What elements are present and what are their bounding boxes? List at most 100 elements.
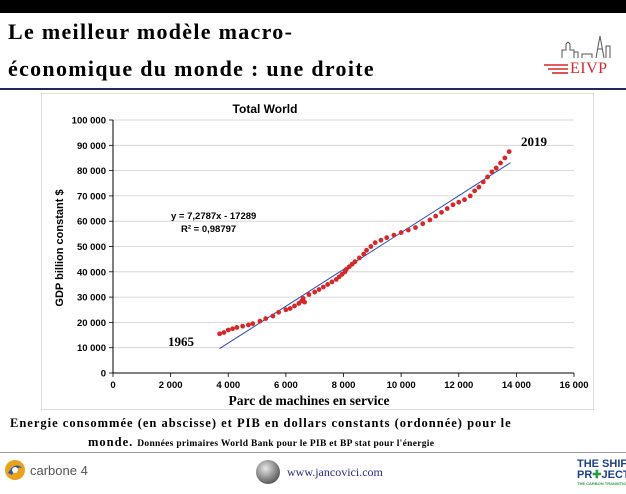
data-point (230, 326, 235, 332)
data-point (263, 316, 269, 322)
y-tick-label: 80 000 (77, 166, 106, 177)
data-point (257, 318, 263, 324)
data-point (502, 155, 508, 161)
data-point (287, 306, 293, 311)
data-point (427, 217, 433, 223)
footer-rule (0, 452, 626, 453)
data-point (217, 331, 223, 337)
y-tick-label: 60 000 (77, 217, 106, 228)
y-tick-label: 20 000 (77, 318, 106, 329)
data-point (329, 279, 335, 285)
data-point (302, 299, 308, 305)
shift-logo-line-2a: PR (577, 469, 593, 481)
data-point (250, 321, 256, 327)
data-point (378, 237, 384, 243)
x-tick-label: 2 000 (159, 380, 183, 391)
data-point (352, 259, 358, 265)
chart-frame (41, 93, 594, 410)
data-point (480, 179, 486, 185)
annotation-1965: 1965 (168, 334, 195, 349)
data-point (270, 313, 276, 319)
data-point (372, 240, 378, 246)
slide-title-line-1: Le meilleur modèle macro- (8, 19, 294, 44)
data-point (467, 193, 473, 199)
y-tick-label: 50 000 (77, 242, 106, 253)
caption-line-1: Energie consommée (en abscisse) et PIB e… (10, 416, 512, 430)
y-tick-label: 90 000 (77, 141, 106, 152)
carbone4-swirl-icon (5, 460, 25, 480)
x-axis-label: Parc de machines en service (229, 393, 390, 408)
y-tick-label: 70 000 (77, 191, 106, 202)
y-tick-label: 30 000 (77, 293, 106, 304)
data-point (234, 325, 240, 330)
data-point (439, 209, 444, 215)
y-tick-label: 40 000 (77, 267, 106, 278)
data-point (356, 255, 362, 261)
data-point (292, 303, 297, 309)
x-tick-label: 6 000 (274, 380, 298, 391)
data-point (433, 213, 439, 219)
data-point (283, 307, 289, 313)
data-point (506, 149, 512, 155)
data-point (391, 232, 397, 238)
data-point (246, 322, 251, 328)
y-axis-label: GDP billion constant $ (54, 189, 66, 306)
chart-title: Total World (233, 102, 298, 116)
x-tick-label: 8 000 (332, 380, 356, 391)
x-tick-label: 0 (110, 380, 115, 391)
moon-icon (256, 460, 280, 484)
data-point (225, 327, 231, 333)
shift-logo-tagline: THE CARBON TRANSITION THINK TANK (577, 481, 626, 486)
data-point (420, 221, 426, 227)
x-tick-label: 14 000 (502, 380, 531, 391)
data-point (316, 287, 322, 292)
slide-title-line-2: économique du monde : une droite (8, 56, 375, 81)
y-tick-label: 100 000 (72, 116, 106, 127)
shift-cross-icon: ✚ (592, 469, 602, 481)
data-point (221, 330, 227, 335)
carbone4-logo: carbone 4 (4, 459, 88, 481)
caption-line-2-main: monde. (88, 435, 134, 449)
caption-line-2: monde. Données primaires World Bank pour… (88, 433, 434, 451)
data-point (485, 174, 490, 180)
x-tick-label: 12 000 (444, 380, 473, 391)
data-point (312, 289, 318, 295)
eivp-logo-text: EIVP (570, 60, 608, 77)
data-point (498, 160, 503, 166)
data-point (361, 251, 367, 257)
data-point (413, 225, 418, 230)
data-point (450, 202, 456, 208)
caption-line-2-source: Données primaires World Bank pour le PIB… (137, 439, 435, 449)
data-point (444, 206, 450, 211)
data-point (476, 184, 482, 190)
x-tick-label: 10 000 (387, 380, 416, 391)
data-point (368, 244, 374, 249)
data-point (364, 247, 369, 253)
data-point (325, 282, 331, 287)
data-point (320, 284, 326, 290)
x-tick-label: 4 000 (216, 380, 240, 391)
data-point (384, 235, 390, 241)
x-tick-label: 16 000 (559, 380, 588, 391)
footer-url-link[interactable]: www.jancovici.com (287, 465, 383, 479)
eivp-skyline-logo-icon (544, 35, 611, 74)
y-tick-label: 10 000 (77, 343, 106, 354)
data-point (472, 188, 477, 194)
y-tick-label: 0 (101, 369, 106, 380)
gdp-vs-energy-chart: 0 10 000 20 000 30 000 40 000 50 000 60 000 70 … (41, 93, 594, 410)
annotation-2019: 2019 (521, 134, 548, 149)
shift-logo-line-1: THE SHIFT (577, 459, 626, 470)
top-black-bar (0, 0, 626, 13)
data-point (405, 227, 411, 233)
data-point (240, 323, 246, 329)
title-rule (0, 88, 626, 90)
data-point (493, 165, 499, 171)
data-point (462, 197, 467, 203)
carbone4-text: carbone 4 (30, 462, 88, 478)
trend-equation: y = 7,2787x - 17289 (171, 211, 256, 222)
data-point (276, 309, 282, 315)
data-point (398, 230, 404, 235)
